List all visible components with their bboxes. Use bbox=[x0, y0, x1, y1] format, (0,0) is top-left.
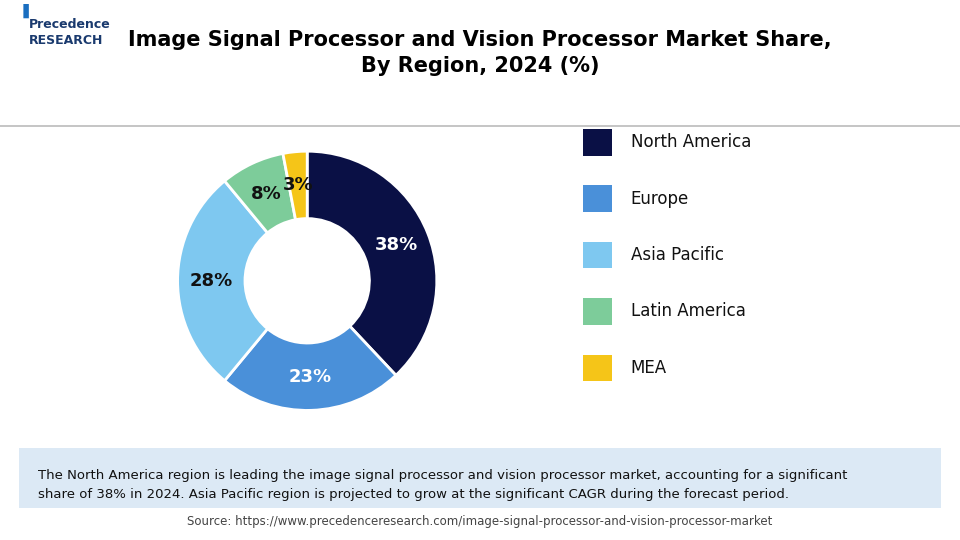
Text: Precedence
RESEARCH: Precedence RESEARCH bbox=[29, 18, 110, 47]
Text: Asia Pacific: Asia Pacific bbox=[631, 246, 724, 264]
FancyBboxPatch shape bbox=[1, 447, 959, 509]
Circle shape bbox=[245, 219, 370, 343]
Wedge shape bbox=[283, 151, 307, 220]
FancyBboxPatch shape bbox=[584, 298, 612, 325]
Text: 28%: 28% bbox=[190, 272, 233, 290]
Text: Europe: Europe bbox=[631, 190, 689, 207]
Wedge shape bbox=[225, 153, 296, 233]
Text: The North America region is leading the image signal processor and vision proces: The North America region is leading the … bbox=[37, 469, 847, 501]
Wedge shape bbox=[225, 326, 396, 410]
Text: Source: https://www.precedenceresearch.com/image-signal-processor-and-vision-pro: Source: https://www.precedenceresearch.c… bbox=[187, 515, 773, 528]
Text: 3%: 3% bbox=[283, 177, 314, 194]
Wedge shape bbox=[307, 151, 437, 375]
FancyBboxPatch shape bbox=[584, 241, 612, 268]
Text: 38%: 38% bbox=[374, 237, 418, 254]
FancyBboxPatch shape bbox=[584, 185, 612, 212]
FancyBboxPatch shape bbox=[584, 354, 612, 381]
FancyBboxPatch shape bbox=[584, 129, 612, 156]
Text: Latin America: Latin America bbox=[631, 302, 746, 320]
Text: North America: North America bbox=[631, 133, 751, 151]
Text: MEA: MEA bbox=[631, 359, 667, 377]
Text: 23%: 23% bbox=[289, 368, 332, 386]
Text: ▐: ▐ bbox=[17, 4, 28, 18]
Wedge shape bbox=[178, 181, 268, 381]
Text: Image Signal Processor and Vision Processor Market Share,
By Region, 2024 (%): Image Signal Processor and Vision Proces… bbox=[129, 30, 831, 76]
Text: 8%: 8% bbox=[251, 185, 281, 203]
